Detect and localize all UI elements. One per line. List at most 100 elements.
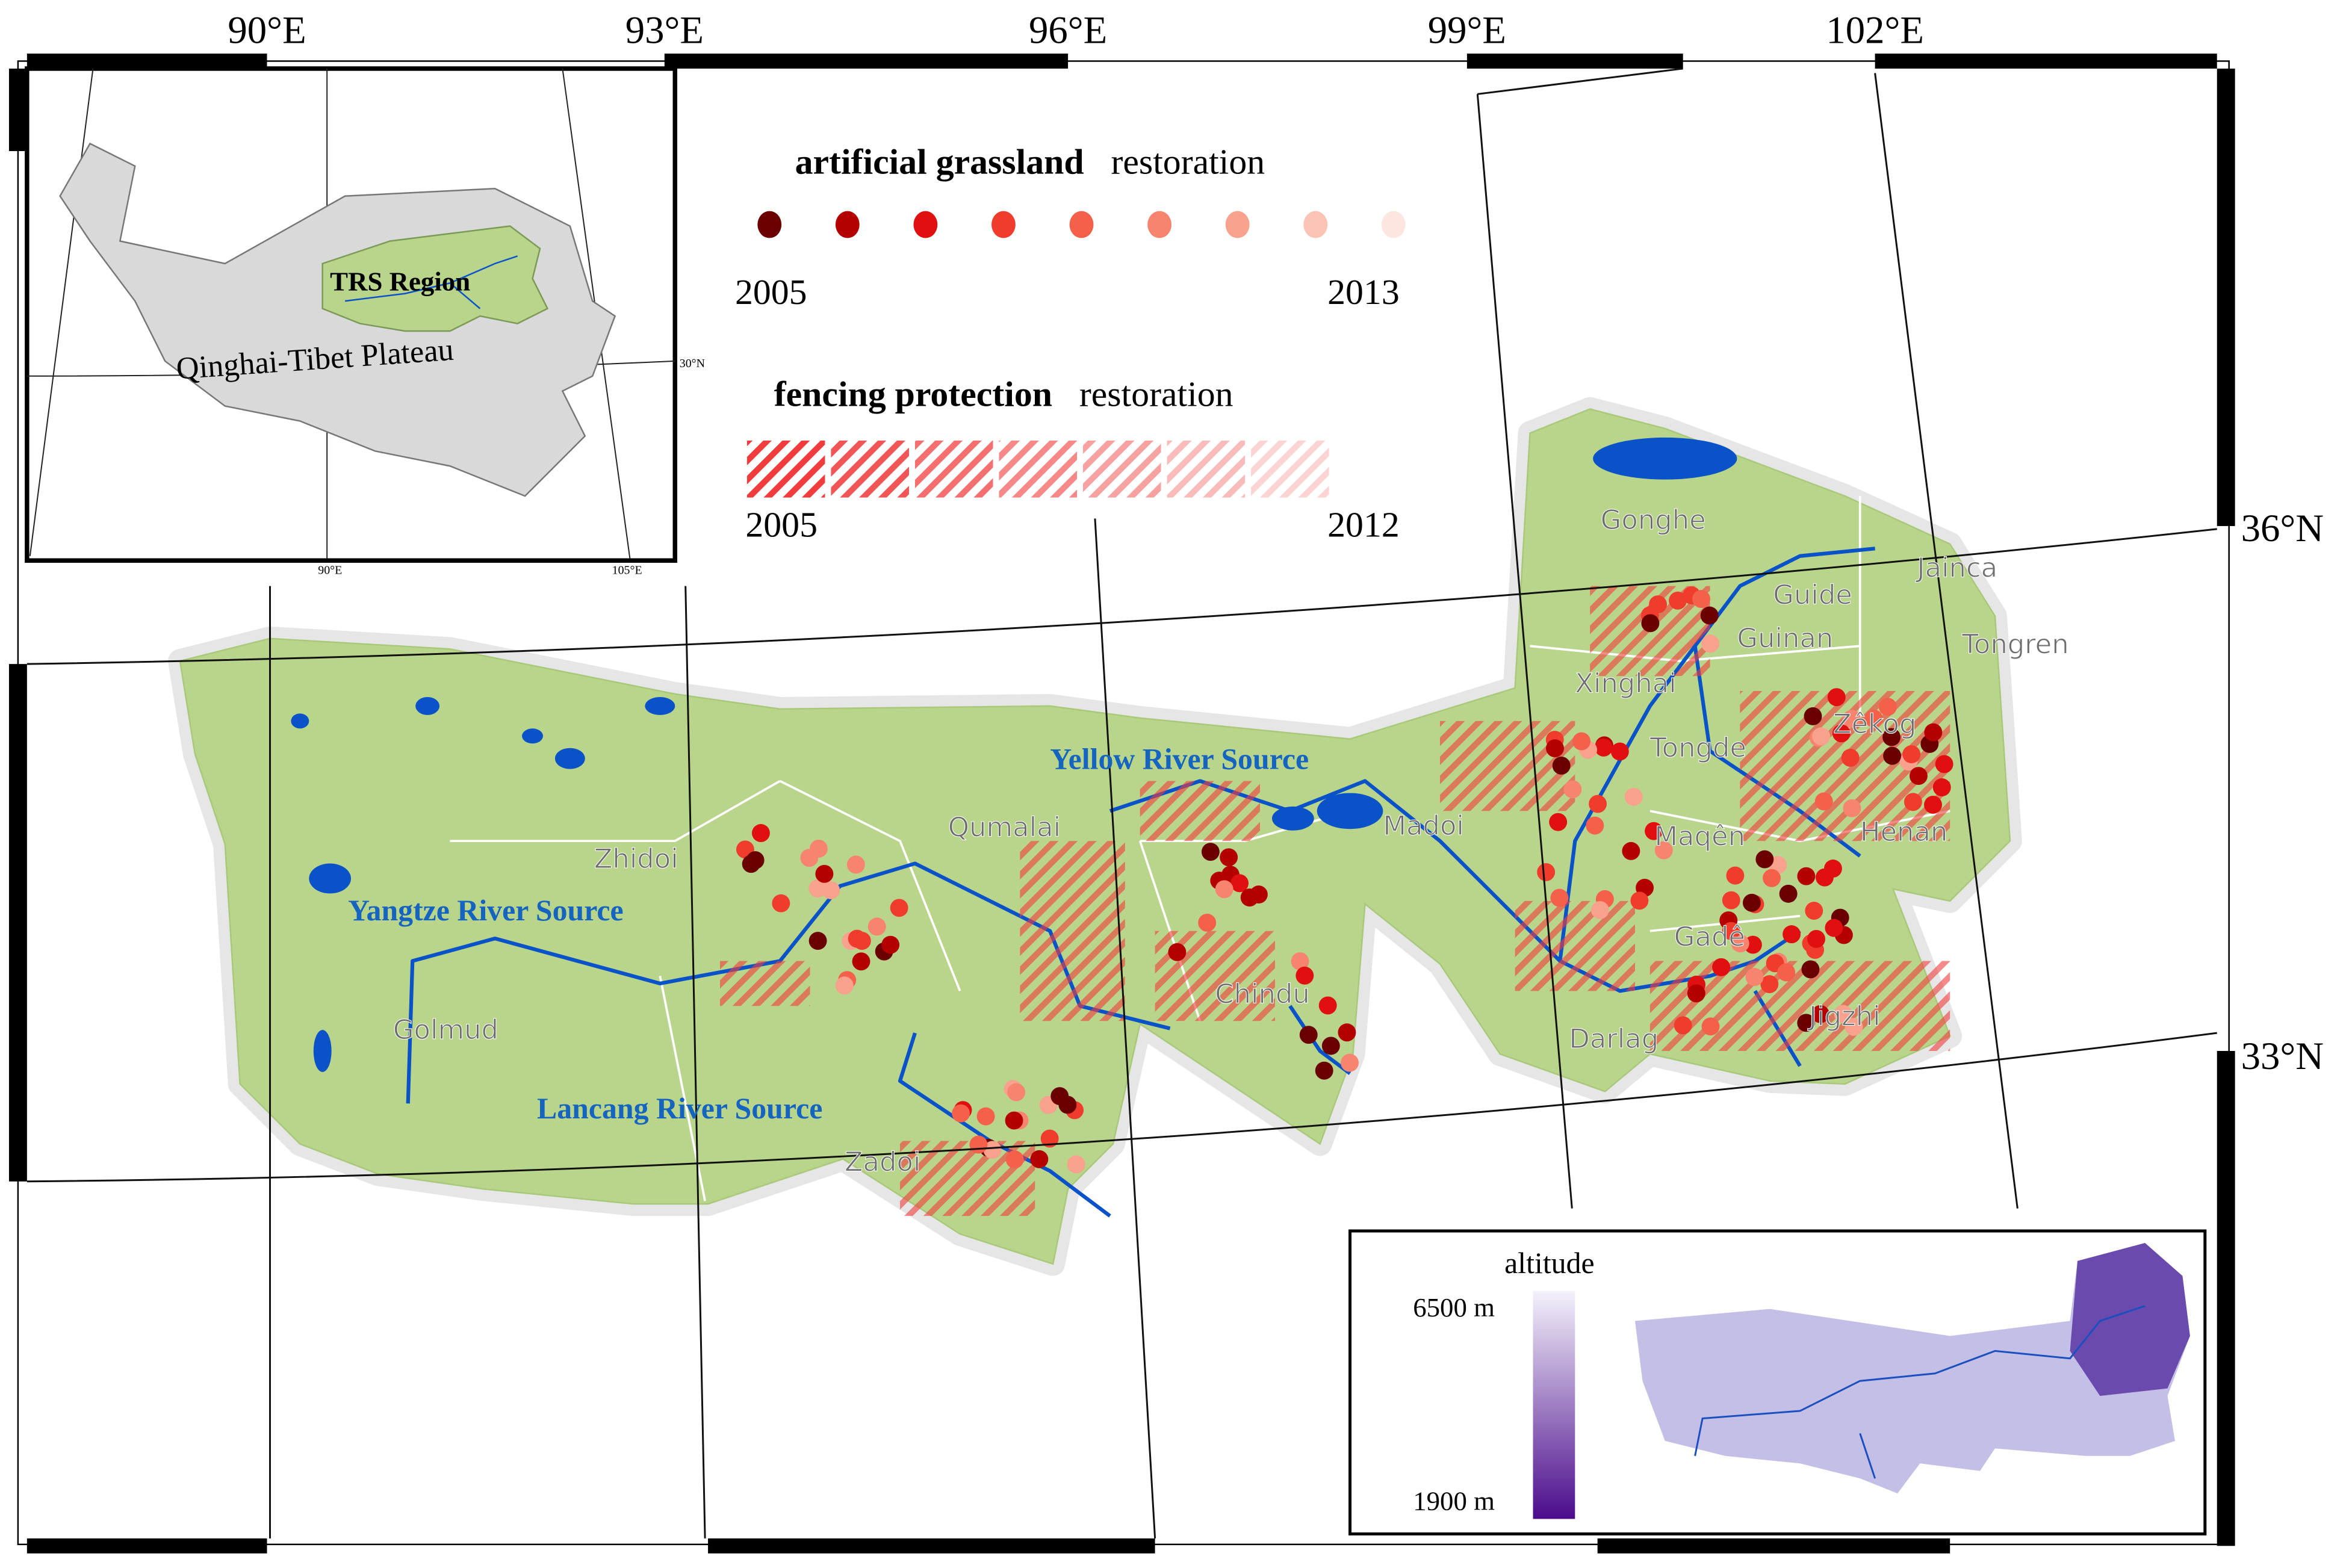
legend-title: artificial grassland restoration <box>795 141 1265 181</box>
legend-hatch <box>999 440 1078 498</box>
restoration-dot <box>1823 860 1842 878</box>
frame-bar <box>1466 54 1683 69</box>
restoration-dot <box>1878 698 1897 716</box>
restoration-dot <box>1005 1111 1023 1130</box>
restoration-dot <box>1814 792 1833 811</box>
legend-dot <box>1225 211 1250 238</box>
restoration-dot <box>746 851 765 870</box>
restoration-dot <box>1546 739 1564 758</box>
altitude-region <box>1634 1242 2190 1494</box>
restoration-dot <box>1904 793 1922 811</box>
legend-hatch <box>1083 440 1161 498</box>
place-label: Guinan <box>1737 622 1833 654</box>
restoration-dot <box>1841 748 1860 767</box>
restoration-dot <box>1825 919 1843 937</box>
legend-dot <box>1303 211 1328 238</box>
fencing-area <box>1020 841 1125 1021</box>
restoration-dot <box>1783 925 1801 944</box>
place-label: Darlag <box>1569 1023 1659 1055</box>
county-border <box>450 779 781 843</box>
place-label: Xinghai <box>1575 668 1676 699</box>
region-label: TRS Region <box>330 267 470 297</box>
restoration-dot <box>1763 869 1781 887</box>
river-label: Lancang River Source <box>537 1092 822 1125</box>
restoration-dot <box>1804 707 1822 725</box>
restoration-dot <box>1295 966 1314 985</box>
restoration-dot <box>1622 841 1640 860</box>
lake <box>313 1030 332 1072</box>
frame-bar <box>26 54 267 69</box>
restoration-dot <box>1291 952 1309 971</box>
restoration-dot <box>1654 841 1673 860</box>
legend-end: 2013 <box>1327 272 1400 312</box>
restoration-dot <box>890 899 908 917</box>
restoration-dot <box>1230 874 1249 893</box>
restoration-dot <box>1924 796 1942 814</box>
fencing-area <box>1649 961 1950 1052</box>
restoration-dot <box>1827 688 1846 707</box>
restoration-dot <box>1722 922 1740 940</box>
frame-bar <box>2217 1051 2235 1546</box>
restoration-dot <box>1610 742 1629 761</box>
frame-bar <box>8 664 27 1182</box>
legend-dot <box>991 211 1016 238</box>
altitude-title: altitude <box>1504 1247 1594 1280</box>
restoration-dot <box>852 952 870 971</box>
restoration-dot <box>1005 1150 1024 1169</box>
county-border <box>779 779 961 992</box>
restoration-dot <box>1563 780 1582 799</box>
legend-hatch <box>831 440 909 498</box>
legend-bold: fencing protection <box>774 374 1052 414</box>
restoration-dot <box>1198 913 1217 932</box>
lake <box>1317 793 1383 829</box>
river-label: Yellow River Source <box>1050 743 1309 776</box>
restoration-dot <box>1168 943 1187 961</box>
restoration-dot <box>1832 724 1851 743</box>
restoration-dot <box>881 935 900 954</box>
inset-lon-label: 90°E <box>318 564 342 577</box>
restoration-dot <box>1624 787 1643 806</box>
place-label: Guide <box>1773 578 1852 610</box>
legend-dot <box>1381 211 1406 238</box>
lake <box>309 863 352 894</box>
restoration-dot <box>808 932 827 950</box>
legend-end: 2012 <box>1327 504 1400 544</box>
restoration-dot <box>1882 728 1901 746</box>
restoration-dot <box>1932 778 1951 796</box>
restoration-dot <box>1864 709 1883 728</box>
legend-start: 2005 <box>735 272 807 312</box>
restoration-dot <box>1586 816 1604 835</box>
legend-suffix: restoration <box>1079 374 1233 414</box>
lake <box>522 728 543 744</box>
restoration-dot <box>969 1135 988 1154</box>
restoration-dot <box>1811 1005 1829 1023</box>
restoration-dot <box>1007 1083 1026 1102</box>
restoration-dot <box>751 824 770 842</box>
legend-dot <box>1069 211 1094 238</box>
longitude-label: 102°E <box>1826 9 1924 52</box>
restoration-dot <box>1743 893 1761 912</box>
legend-start: 2005 <box>745 504 818 544</box>
restoration-dot <box>1341 1053 1359 1072</box>
restoration-dot <box>1315 1061 1333 1080</box>
place-label: Jainca <box>1915 552 1997 584</box>
restoration-dot <box>1645 822 1663 840</box>
restoration-dot <box>1797 867 1816 885</box>
graticule-line <box>1094 518 1156 1539</box>
restoration-dot <box>983 1141 1002 1159</box>
graticule-line <box>1874 73 2018 1209</box>
restoration-dot <box>976 1107 995 1126</box>
river <box>1288 1005 1351 1075</box>
legend-hatch <box>1167 440 1246 498</box>
graticule-line <box>684 586 706 1539</box>
latitude-label: 33°N <box>2241 1035 2324 1078</box>
place-label: Qumalai <box>948 811 1061 843</box>
legend-suffix: restoration <box>1111 141 1265 181</box>
lake <box>645 696 675 715</box>
restoration-dot <box>809 840 828 858</box>
restoration-dot <box>1649 595 1668 613</box>
place-label: Tongde <box>1649 732 1746 764</box>
restoration-dot <box>1201 843 1220 861</box>
river-label: Yangtze River Source <box>348 894 624 927</box>
